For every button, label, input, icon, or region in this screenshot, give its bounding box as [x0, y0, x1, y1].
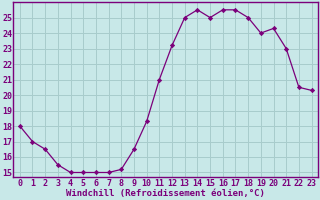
X-axis label: Windchill (Refroidissement éolien,°C): Windchill (Refroidissement éolien,°C) — [66, 189, 265, 198]
